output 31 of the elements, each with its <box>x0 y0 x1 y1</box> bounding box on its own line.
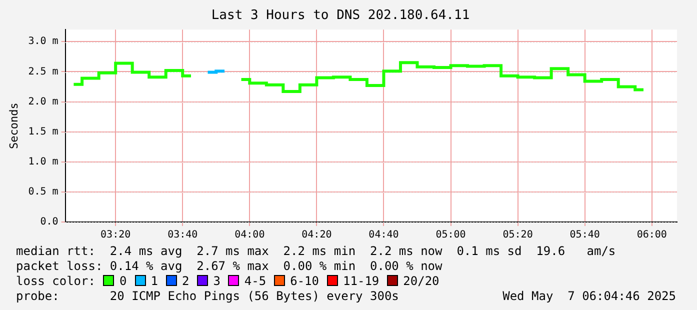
x-tick-label: 03:40 <box>168 230 198 241</box>
x-tick-label: 05:20 <box>502 230 533 241</box>
x-tick-label: 04:40 <box>368 230 399 241</box>
y-tick-label: 1.5 m <box>28 126 58 138</box>
text: probe: 20 ICMP Echo Pings (56 Bytes) every 300s <box>16 289 399 303</box>
text: Wed May 7 06:04:46 2025 <box>502 289 676 304</box>
x-tick-label: 06:00 <box>636 230 667 241</box>
legend-label: 11-19 <box>343 274 380 288</box>
legend-label: 20/20 <box>403 274 440 288</box>
legend-label: 3 <box>213 274 220 288</box>
x-tick-label: 03:20 <box>100 230 131 241</box>
text: median rtt: 2.4 ms avg 2.7 ms max 2.2 ms min 2.2 ms now 0.1 ms sd 19.6 am/s <box>16 244 617 259</box>
legend-title: loss color: <box>16 274 96 288</box>
x-tick-label: 04:20 <box>302 230 332 241</box>
y-tick-label: 2.0 m <box>28 96 58 108</box>
legend-label: 2 <box>182 274 190 288</box>
y-tick-label: 1.0 m <box>28 156 58 168</box>
legend-label: 0 <box>119 274 127 288</box>
y-axis-title: Seconds <box>7 102 20 149</box>
x-tick-label: 04:00 <box>234 230 265 241</box>
y-tick-label: 0.0 <box>40 216 58 228</box>
legend-label: 1 <box>150 274 158 288</box>
y-tick-label: 2.5 m <box>28 66 58 78</box>
chart-title: Last 3 Hours to DNS 202.180.64.11 <box>211 8 470 24</box>
x-tick-label: 05:00 <box>436 230 466 241</box>
text: packet loss: 0.14 % avg 2.67 % max 0.00 % min 0.00 % now <box>16 259 444 274</box>
y-tick-label: 3.0 m <box>28 36 58 48</box>
x-tick-label: 05:40 <box>570 230 600 241</box>
y-tick-label: 0.5 m <box>28 186 58 198</box>
legend-label: 4-5 <box>244 274 266 288</box>
legend-label: 6-10 <box>290 274 320 288</box>
